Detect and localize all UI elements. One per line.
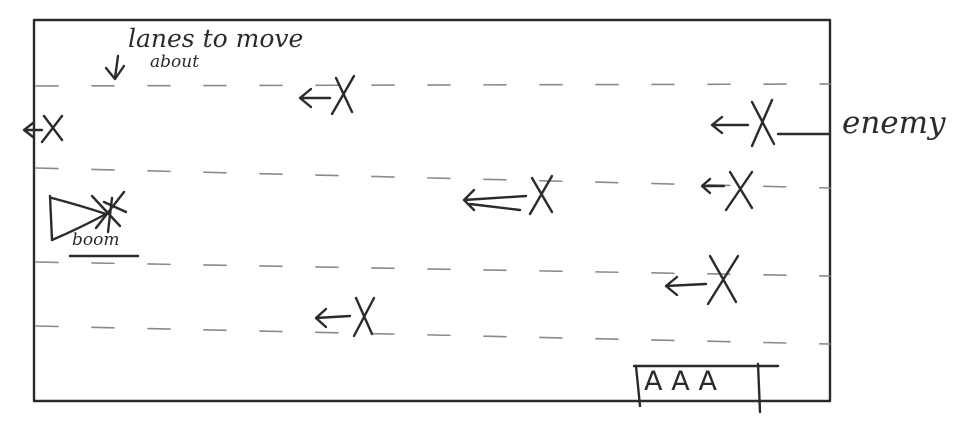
enemy-icon bbox=[314, 296, 376, 338]
lanes-pointer-arrow-icon bbox=[104, 54, 126, 81]
lane-line bbox=[35, 261, 831, 277]
lane-line bbox=[35, 167, 831, 189]
lane-line bbox=[35, 325, 831, 345]
enemy-icon bbox=[710, 98, 832, 148]
explosion-icon bbox=[90, 190, 128, 234]
lives-box bbox=[632, 362, 780, 414]
explosion-annotation: boom bbox=[72, 230, 120, 250]
lanes-annotation: lanes to move bbox=[128, 24, 304, 53]
enemy-icon bbox=[700, 170, 754, 212]
lane-line bbox=[35, 83, 831, 87]
enemy-annotation: enemy bbox=[842, 105, 946, 141]
enemy-icon bbox=[462, 174, 554, 216]
lanes bbox=[35, 83, 831, 345]
lanes-annotation-continued: about bbox=[150, 52, 200, 72]
play-field-border bbox=[32, 18, 832, 403]
lives-indicator: AAA bbox=[644, 366, 725, 397]
enemy-icon bbox=[22, 114, 64, 144]
enemy-icon bbox=[298, 74, 356, 116]
enemy-icon bbox=[664, 254, 740, 306]
